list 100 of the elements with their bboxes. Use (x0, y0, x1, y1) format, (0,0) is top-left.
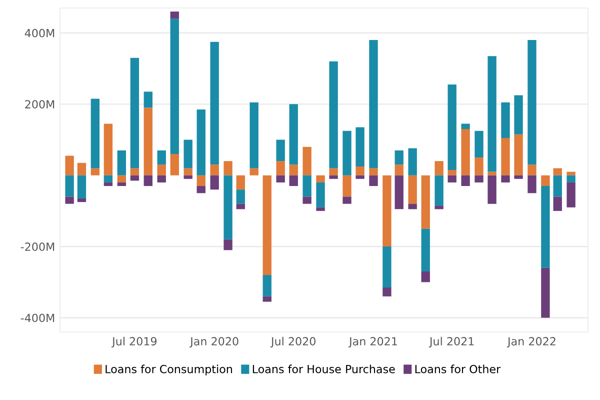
bar (65, 175, 74, 197)
y-tick-label: 400M (24, 28, 54, 38)
bar (461, 129, 470, 176)
bar (421, 271, 430, 282)
bar (224, 239, 232, 250)
bar (302, 146, 312, 176)
bar (448, 84, 456, 170)
bar (421, 228, 430, 272)
x-tick-label: Jan 2021 (348, 337, 397, 348)
x-tick-label: Jan 2020 (190, 337, 238, 348)
bar (488, 175, 496, 204)
bar (342, 130, 352, 176)
bar (356, 127, 364, 166)
bar (65, 156, 74, 176)
bar (236, 204, 245, 210)
bar (144, 175, 152, 186)
bar (553, 196, 562, 211)
bar (196, 175, 206, 186)
bar (566, 175, 576, 182)
bar (394, 175, 404, 210)
bar (528, 40, 536, 165)
bar (448, 175, 456, 182)
bar (501, 102, 510, 138)
bar (289, 164, 298, 176)
bar (474, 175, 484, 182)
bar (514, 134, 523, 176)
bar (501, 138, 510, 176)
bar (434, 206, 444, 210)
bar (329, 61, 338, 168)
bar (210, 175, 219, 190)
bar (461, 124, 470, 130)
bar (144, 108, 152, 176)
bar (289, 104, 298, 165)
bar (224, 175, 232, 240)
bar (382, 287, 392, 296)
bar (408, 175, 417, 204)
bar (488, 172, 496, 176)
bar (77, 175, 86, 198)
bar (369, 168, 378, 176)
y-tick-label: -200M (20, 242, 54, 251)
y-tick-label: -400M (20, 314, 54, 322)
bar (170, 154, 179, 176)
bar (316, 207, 325, 211)
bar (170, 12, 179, 19)
bar (461, 175, 470, 186)
bar (434, 175, 444, 206)
bar (448, 170, 456, 176)
bar (342, 175, 352, 197)
bar (262, 296, 272, 302)
bar (184, 140, 192, 168)
legend-label: Loans for Other (415, 364, 501, 374)
bar (170, 18, 179, 154)
bar (394, 150, 404, 165)
bar (130, 58, 140, 168)
bar (157, 164, 166, 176)
bar (408, 204, 417, 210)
bar (157, 175, 166, 182)
bar (77, 162, 86, 176)
bar (514, 95, 523, 134)
bar (553, 168, 562, 176)
bar (434, 161, 444, 176)
bar (196, 109, 206, 176)
bar (90, 168, 100, 176)
bar (356, 166, 364, 176)
bar (528, 164, 536, 176)
x-tick-label: Jul 2019 (112, 336, 157, 348)
bar (250, 102, 258, 168)
bar (566, 182, 576, 208)
bar (369, 40, 378, 168)
bar (104, 124, 113, 176)
bar (528, 175, 536, 194)
bar (541, 268, 550, 318)
bar (474, 130, 484, 158)
bar (130, 175, 140, 181)
bar (488, 56, 496, 172)
bar (262, 275, 272, 296)
x-tick-label: Jul 2021 (428, 336, 474, 348)
bar (77, 198, 86, 202)
bar (210, 42, 219, 165)
bar (104, 182, 113, 186)
bar (501, 175, 510, 182)
bar (514, 175, 523, 179)
legend-label: Loans for House Purchase (252, 364, 395, 374)
bar (157, 150, 166, 165)
bar (117, 182, 126, 186)
bar (117, 150, 126, 176)
bar (236, 175, 245, 190)
bar (250, 168, 258, 176)
bar (408, 148, 417, 176)
bar (302, 196, 312, 204)
bar (224, 161, 232, 176)
bar (130, 168, 140, 176)
legend-label: Loans for Consumption (106, 364, 232, 376)
bar (184, 175, 192, 179)
bar (196, 186, 206, 194)
bar (329, 168, 338, 176)
bar (236, 190, 245, 204)
bar (369, 175, 378, 186)
bar (117, 175, 126, 182)
bar (553, 175, 562, 197)
